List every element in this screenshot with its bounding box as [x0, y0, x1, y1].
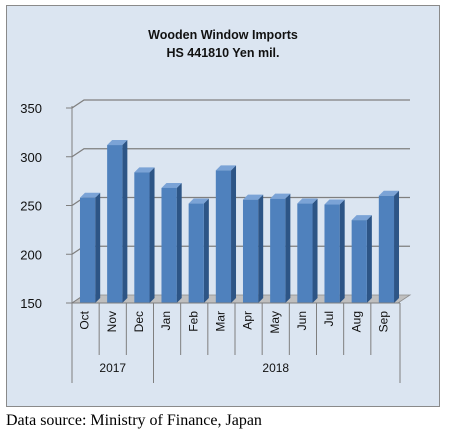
- bar: [134, 172, 150, 303]
- bar: [242, 199, 259, 303]
- bar-side: [312, 198, 318, 303]
- y-tick-label: 300: [20, 150, 42, 165]
- y-tick-label: 150: [20, 296, 42, 311]
- data-source-note: Data source: Ministry of Finance, Japan: [6, 412, 262, 429]
- bar: [378, 195, 395, 303]
- bar-top: [270, 193, 291, 199]
- bar-side: [122, 140, 128, 303]
- x-tick-label: Nov: [105, 311, 119, 332]
- y-tick-label: 250: [20, 199, 42, 214]
- bar-side: [339, 199, 345, 303]
- x-tick-label: Oct: [78, 310, 92, 329]
- bar-top: [242, 194, 264, 200]
- bar: [79, 197, 96, 303]
- bar-side: [149, 167, 155, 303]
- y-tick-label: 200: [20, 247, 42, 262]
- x-tick-label: Feb: [186, 311, 200, 332]
- chart-subtitle: HS 441810 Yen mil.: [166, 46, 280, 60]
- chart-title: Wooden Window Imports: [148, 28, 298, 42]
- bar: [270, 198, 286, 303]
- bar-side: [258, 194, 264, 303]
- x-tick-label: Jul: [322, 311, 336, 326]
- bar: [107, 145, 123, 303]
- bar-top: [107, 140, 128, 146]
- bar-side: [366, 215, 372, 303]
- bar-top: [134, 167, 155, 173]
- x-tick-label: Aug: [349, 311, 363, 332]
- bar-top: [297, 198, 318, 204]
- bar-top: [351, 215, 372, 221]
- bar-top: [188, 198, 209, 204]
- bar-side: [285, 193, 291, 303]
- chart-title-block: Wooden Window Imports HS 441810 Yen mil.: [6, 26, 440, 62]
- x-group-label: 2017: [99, 361, 126, 375]
- x-tick-label: Apr: [241, 311, 255, 330]
- bar-top: [215, 165, 237, 171]
- gridline: [71, 148, 410, 158]
- bar-side: [231, 165, 237, 303]
- bar: [215, 170, 232, 303]
- gridline: [71, 99, 410, 109]
- bar: [297, 203, 313, 303]
- bar-side: [394, 190, 400, 303]
- bar-top: [161, 182, 182, 188]
- bar: [351, 220, 367, 303]
- bar-top: [324, 199, 345, 205]
- x-tick-label: Jan: [159, 311, 173, 330]
- bar-top: [378, 190, 400, 196]
- bar: [161, 187, 177, 303]
- bar: [324, 204, 340, 303]
- bar: [188, 203, 204, 303]
- x-tick-label: Mar: [213, 311, 227, 332]
- bar-side: [176, 182, 182, 303]
- x-tick-label: Jun: [295, 311, 309, 330]
- y-tick-label: 350: [20, 101, 42, 116]
- bar-top: [79, 192, 101, 198]
- bar-side: [95, 192, 101, 303]
- x-tick-label: May: [268, 311, 282, 334]
- bar-side: [203, 198, 209, 303]
- x-group-label: 2018: [262, 361, 289, 375]
- x-tick-label: Dec: [132, 311, 146, 332]
- x-tick-label: Sep: [376, 311, 390, 333]
